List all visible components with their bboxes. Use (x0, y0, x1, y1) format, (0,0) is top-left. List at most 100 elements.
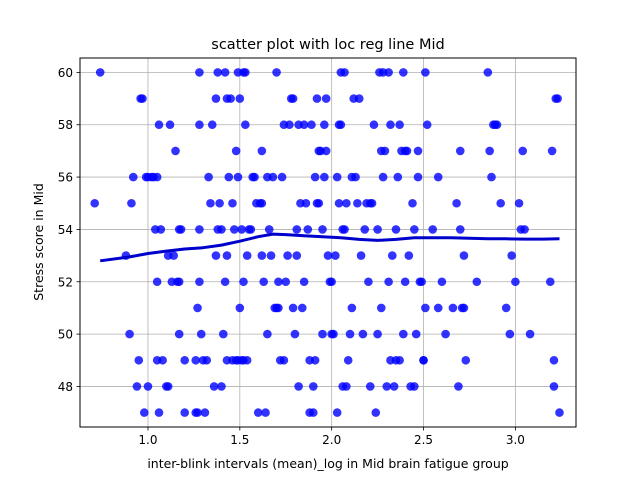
scatter-point (360, 225, 370, 234)
scatter-point (165, 120, 175, 130)
scatter-point (299, 120, 309, 130)
scatter-point (154, 408, 164, 417)
scatter-point (455, 146, 465, 156)
y-tick-label: 48 (58, 380, 73, 394)
scatter-point (340, 68, 349, 77)
scatter-point (246, 225, 256, 234)
scatter-point (410, 225, 419, 234)
scatter-point (310, 355, 320, 365)
scatter-point (507, 251, 517, 260)
scatter-point (158, 355, 167, 365)
scatter-point (266, 251, 276, 260)
y-tick-label: 52 (58, 275, 73, 289)
scatter-point (292, 225, 302, 234)
scatter-point (264, 225, 274, 234)
scatter-point (382, 382, 392, 391)
scatter-point (237, 225, 246, 234)
scatter-point (454, 382, 463, 391)
scatter-point (259, 277, 269, 287)
scatter-point (367, 198, 377, 208)
y-axis-label: Stress score in Mid (31, 183, 46, 301)
scatter-point (553, 94, 562, 103)
scatter-point (303, 225, 313, 234)
scatter-point (318, 225, 327, 234)
scatter-point (156, 225, 166, 234)
scatter-point (211, 94, 221, 103)
scatter-point (239, 277, 248, 287)
scatter-point (169, 251, 178, 260)
scatter-point (277, 172, 287, 182)
scatter-point (285, 120, 294, 130)
y-tick-label: 58 (58, 118, 73, 132)
scatter-point (206, 198, 215, 208)
scatter-point (549, 382, 559, 391)
scatter-point (309, 382, 318, 391)
scatter-point (290, 329, 300, 339)
scatter-point (342, 198, 351, 208)
scatter-point (329, 329, 338, 339)
scatter-point (354, 94, 364, 103)
scatter-point (369, 120, 379, 130)
scatter-point (174, 329, 184, 339)
scatter-point (241, 120, 250, 130)
scatter-point (549, 355, 559, 365)
scatter-point (127, 198, 136, 208)
scatter-point (441, 329, 450, 339)
scatter-point (176, 225, 186, 234)
scatter-point (422, 120, 432, 130)
scatter-point (389, 382, 399, 391)
scatter-point (274, 303, 283, 313)
scatter-point (257, 146, 267, 156)
scatter-point (334, 198, 344, 208)
scatter-point (312, 94, 322, 103)
scatter-point (132, 382, 142, 391)
scatter-point (318, 329, 327, 339)
scatter-point (428, 225, 438, 234)
scatter-point (215, 198, 224, 208)
scatter-point (230, 225, 239, 234)
scatter-point (421, 68, 430, 77)
scatter-point (180, 408, 190, 417)
scatter-point (485, 146, 494, 156)
scatter-point (455, 225, 465, 234)
scatter-point (272, 68, 281, 77)
scatter-point (231, 146, 241, 156)
scatter-point (233, 172, 243, 182)
scatter-point (433, 172, 443, 182)
scatter-point (395, 120, 404, 130)
x-tick-label: 3.0 (506, 433, 525, 447)
scatter-point (195, 68, 204, 77)
scatter-point (356, 251, 366, 260)
regression-line-group (100, 232, 560, 263)
scatter-point (371, 408, 381, 417)
scatter-point (195, 277, 204, 287)
plot-frame (79, 57, 577, 428)
scatter-point (138, 94, 147, 103)
x-tick-label: 1.5 (230, 433, 249, 447)
scatter-point (452, 198, 461, 208)
scatter-point (378, 172, 388, 182)
scatter-point (410, 382, 419, 391)
scatter-point (459, 303, 469, 313)
scatter-point (487, 172, 496, 182)
chart-title: scatter plot with loc reg line Mid (211, 37, 444, 53)
scatter-point (174, 277, 184, 287)
scatter-point (387, 251, 397, 260)
scatter-point (294, 382, 303, 391)
scatter-point (419, 355, 428, 365)
scatter-point (395, 355, 404, 365)
scatter-point (433, 303, 443, 313)
scatter-point (413, 172, 423, 182)
scatter-point (472, 277, 482, 287)
scatter-point (364, 277, 373, 287)
scatter-point (373, 329, 382, 339)
scatter-point (402, 146, 412, 156)
scatter-point (393, 172, 403, 182)
scatter-point (336, 120, 346, 130)
scatter-point (193, 303, 202, 313)
y-tick-label: 60 (58, 66, 73, 80)
scatter-point (242, 355, 252, 365)
scatter-point (459, 251, 469, 260)
scatter-point (218, 329, 228, 339)
